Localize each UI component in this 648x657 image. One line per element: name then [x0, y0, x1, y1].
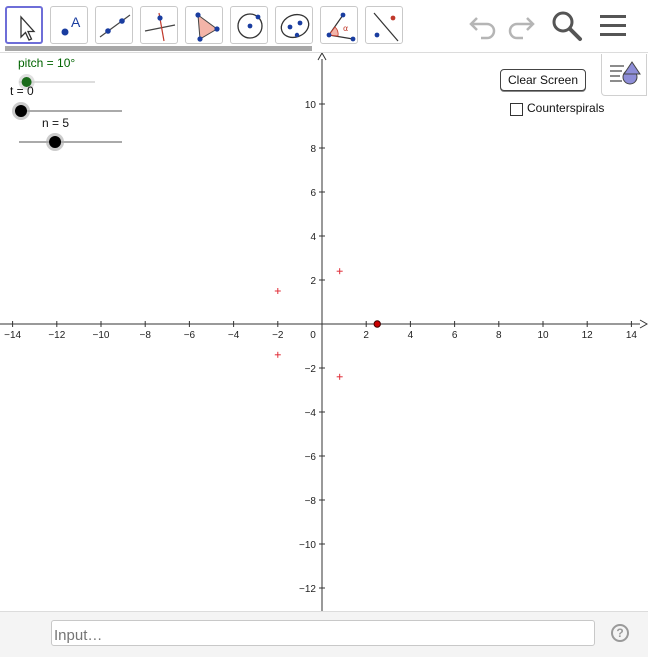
graph-point[interactable] — [373, 320, 381, 328]
toolbar: A — [0, 0, 648, 52]
undo-icon[interactable] — [467, 10, 499, 40]
n-slider-knob[interactable] — [49, 136, 62, 148]
t-slider[interactable]: t = 0 — [10, 84, 122, 120]
y-tick-label: 2 — [310, 276, 316, 287]
y-tick-label: 10 — [305, 100, 317, 111]
reflect-tool-button[interactable] — [365, 6, 403, 44]
x-tick-label: −2 — [272, 330, 284, 341]
x-tick-label: 2 — [363, 330, 369, 341]
graph-point-marker — [336, 373, 343, 380]
y-tick-label: −10 — [299, 540, 316, 551]
t-slider-knob[interactable] — [15, 105, 27, 117]
x-axis-arrow — [639, 319, 648, 329]
clear-screen-button[interactable]: Clear Screen — [500, 69, 586, 91]
y-tick-label: 6 — [310, 188, 316, 199]
point-tool-letter: A — [71, 14, 81, 30]
point-tool-button[interactable]: A — [50, 6, 88, 44]
ellipse-tool-button[interactable] — [275, 6, 313, 44]
x-tick-label: −14 — [4, 330, 21, 341]
y-tick-label: −2 — [305, 364, 317, 375]
y-tick-label: −8 — [305, 496, 317, 507]
axes — [0, 53, 648, 611]
x-tick-label: −4 — [228, 330, 240, 341]
angle-tool-letter: α — [343, 24, 348, 33]
graphics-view[interactable]: −14 −12 −10 −8 −6 −4 −2 0 2 4 6 8 10 12 14 246810−2−4−… — [0, 53, 648, 611]
pitch-slider-label: pitch = 10° — [18, 56, 75, 70]
n-slider[interactable]: n = 5 — [19, 116, 122, 151]
y-tick-label: −4 — [305, 408, 317, 419]
y-tick-label: −12 — [299, 584, 316, 595]
style-bar-icon — [610, 61, 641, 85]
pitch-slider-knob[interactable] — [21, 77, 32, 87]
x-tick-label: −8 — [139, 330, 151, 341]
x-tick-label: 8 — [496, 330, 502, 341]
t-slider-label: t = 0 — [10, 84, 34, 98]
graph-point-marker — [274, 351, 281, 358]
counterspirals-checkbox[interactable] — [510, 103, 523, 116]
x-tick-label: 4 — [408, 330, 414, 341]
input-bar: ? — [0, 611, 648, 657]
graph-point-marker — [336, 268, 343, 275]
input-field[interactable] — [51, 620, 595, 646]
move-tool-button[interactable] — [5, 6, 43, 44]
y-tick-label: −6 — [305, 452, 317, 463]
y-axis-arrow — [317, 53, 327, 61]
y-tick-label: 8 — [310, 144, 316, 155]
cursor-arrow-icon — [20, 15, 36, 41]
n-slider-label: n = 5 — [42, 116, 69, 130]
x-tick-label: −10 — [93, 330, 110, 341]
line-tool-button[interactable] — [95, 6, 133, 44]
x-ticks: −14 −12 −10 −8 −6 −4 −2 0 2 4 6 8 10 12 14 — [4, 321, 637, 341]
x-tick-label: 0 — [310, 330, 316, 341]
perpendicular-line-tool-button[interactable] — [140, 6, 178, 44]
y-ticks: 2 4 6 8 10 −2 −4 −6 −8 −10 −12 — [299, 100, 325, 595]
x-tick-label: −12 — [48, 330, 65, 341]
menu-icon[interactable] — [598, 10, 628, 40]
counterspirals-label: Counterspirals — [527, 101, 605, 115]
polygon-tool-button[interactable] — [185, 6, 223, 44]
x-tick-label: 6 — [452, 330, 458, 341]
angle-tool-button[interactable]: α — [320, 6, 358, 44]
circle-tool-button[interactable] — [230, 6, 268, 44]
toolbar-border — [0, 52, 648, 53]
graph-point-marker — [274, 288, 281, 294]
point-icon: A — [61, 14, 81, 36]
points — [274, 268, 381, 380]
toolbar-indicator — [5, 46, 312, 51]
circle-icon — [237, 13, 263, 39]
help-icon[interactable]: ? — [611, 624, 629, 642]
redo-icon[interactable] — [505, 10, 537, 40]
pitch-slider[interactable]: pitch = 10° — [18, 56, 95, 90]
x-tick-label: −6 — [184, 330, 196, 341]
perpendicular-line-icon — [144, 12, 176, 42]
polygon-icon — [195, 12, 220, 42]
ellipse-icon — [280, 13, 310, 39]
x-tick-label: 12 — [582, 330, 594, 341]
search-icon[interactable] — [551, 10, 583, 42]
line-icon — [99, 14, 131, 38]
y-tick-label: 4 — [310, 232, 316, 243]
reflect-icon — [373, 12, 399, 42]
x-tick-label: 14 — [626, 330, 638, 341]
angle-icon: α — [326, 12, 356, 42]
x-tick-label: 10 — [537, 330, 549, 341]
style-bar-toggle[interactable] — [601, 54, 647, 96]
